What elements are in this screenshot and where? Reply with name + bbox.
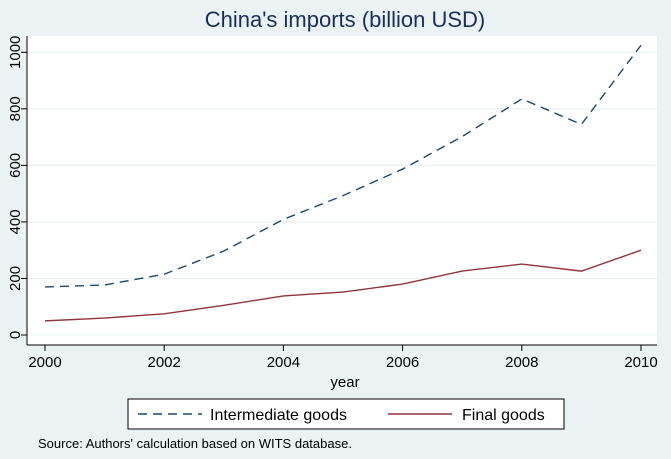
x-tick-label: 2010 [624, 354, 657, 371]
legend-box [127, 398, 565, 430]
legend-label-0: Intermediate goods [210, 407, 347, 424]
y-tick-label: 800 [7, 96, 24, 121]
x-tick-label: 2002 [148, 354, 181, 371]
y-tick-label: 200 [7, 266, 24, 291]
x-tick-label: 2004 [267, 354, 300, 371]
x-tick-label: 2006 [386, 354, 419, 371]
x-tick-label: 2008 [505, 354, 538, 371]
x-axis-label: year [330, 374, 359, 391]
y-tick-label: 600 [7, 153, 24, 178]
x-tick-label: 2000 [28, 354, 61, 371]
y-tick-label: 1000 [7, 36, 24, 69]
y-tick-label: 400 [7, 209, 24, 234]
plot-area [27, 36, 657, 345]
chart-title: China's imports (billion USD) [205, 7, 486, 32]
legend-label-1: Final goods [462, 407, 545, 424]
y-tick-label: 0 [7, 331, 24, 339]
source-note: Source: Authors' calculation based on WI… [38, 436, 352, 451]
